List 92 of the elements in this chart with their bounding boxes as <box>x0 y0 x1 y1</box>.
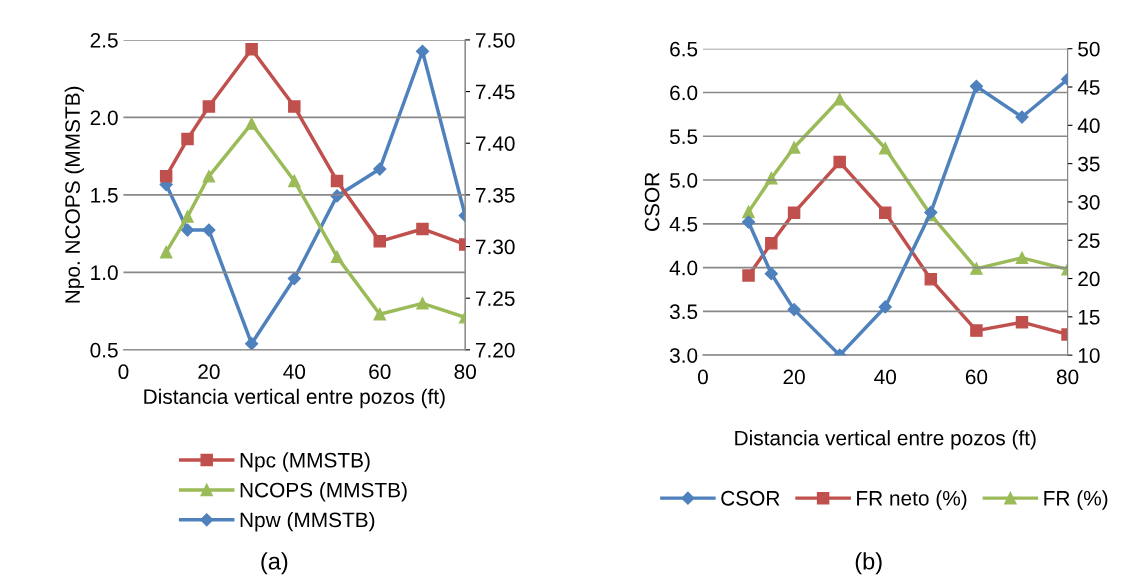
point <box>288 174 301 188</box>
point <box>202 100 216 113</box>
legend-label: CSOR <box>721 490 780 506</box>
y-axis-title: CSOR <box>644 172 660 231</box>
legend-label: Npc (MMSTB) <box>240 452 370 472</box>
point <box>245 337 259 350</box>
y2-tick-label: 15 <box>1078 310 1100 325</box>
y-tick-label: 6.5 <box>670 41 698 57</box>
x-tick-label: 80 <box>454 364 476 380</box>
point <box>787 141 801 154</box>
text: (a) <box>261 552 288 575</box>
x-tick-label: 40 <box>874 369 897 385</box>
y2-tick-label: 45 <box>1077 80 1100 95</box>
y-tick-label: 4.5 <box>669 217 698 232</box>
point <box>765 237 778 250</box>
text: (b) <box>855 552 882 575</box>
x-tick-label: 60 <box>369 364 391 380</box>
point <box>159 170 173 183</box>
point <box>415 44 430 58</box>
y-axis-title: Npo. NCOPS (MMSTB) <box>64 86 85 303</box>
y2-tick-label: 7.50 <box>475 32 515 48</box>
point <box>1015 110 1029 124</box>
point <box>416 297 429 310</box>
y-tick-label: 1.0 <box>91 265 118 281</box>
y2-tick-label: 7.45 <box>475 84 515 100</box>
y-tick-label: 5.0 <box>669 173 698 188</box>
y-tick-label: 2.5 <box>90 32 118 48</box>
x-axis-title: Distancia vertical entre pozos (ft) <box>144 388 445 409</box>
x-axis-title: Distancia vertical entre pozos (ft) <box>735 430 1036 450</box>
point <box>416 222 429 236</box>
point <box>833 155 846 169</box>
point <box>202 170 216 183</box>
point <box>180 223 195 237</box>
point <box>879 142 892 155</box>
point <box>245 42 258 56</box>
point <box>330 174 344 188</box>
point <box>287 271 301 286</box>
point <box>741 215 756 229</box>
y2-tick-label: 40 <box>1077 118 1100 134</box>
point <box>288 100 301 113</box>
point <box>373 307 387 321</box>
y-tick-label: 6.0 <box>670 85 698 101</box>
point <box>159 245 173 259</box>
y-tick-label: 0.5 <box>90 342 118 358</box>
y2-tick-label: 7.25 <box>475 291 515 306</box>
point <box>879 206 892 219</box>
y-tick-label: 5.5 <box>669 129 698 145</box>
point <box>245 117 258 130</box>
y2-tick-label: 7.20 <box>475 342 515 358</box>
point <box>1015 251 1029 265</box>
y-tick-label: 1.5 <box>91 188 118 203</box>
legend-label: FR neto (%) <box>857 490 967 510</box>
y2-tick-label: 50 <box>1078 41 1100 57</box>
point <box>181 210 194 223</box>
y2-tick-label: 25 <box>1078 233 1100 248</box>
y-tick-label: 3.0 <box>669 348 698 363</box>
point <box>373 162 387 176</box>
point <box>787 303 801 317</box>
y-tick-label: 4.0 <box>669 260 698 276</box>
x-tick-label: 0 <box>697 369 708 385</box>
point <box>181 132 194 146</box>
point <box>924 273 938 286</box>
point <box>787 206 801 219</box>
y2-tick-label: 10 <box>1078 348 1100 363</box>
x-tick-label: 60 <box>965 369 988 385</box>
point <box>373 235 387 248</box>
point <box>1015 315 1029 329</box>
y2-tick-label: 7.40 <box>475 136 515 151</box>
legend-label: FR (%) <box>1044 490 1108 510</box>
legend-label: NCOPS (MMSTB) <box>240 482 407 502</box>
x-tick-label: 20 <box>198 364 220 380</box>
point <box>833 93 846 106</box>
point <box>764 267 778 281</box>
x-tick-label: 20 <box>783 369 805 385</box>
y2-tick-label: 35 <box>1078 156 1100 172</box>
point <box>969 79 983 93</box>
point <box>742 269 755 282</box>
x-tick-label: 0 <box>118 364 129 380</box>
point <box>970 262 983 275</box>
x-tick-label: 40 <box>283 364 306 380</box>
x-tick-label: 80 <box>1056 369 1079 385</box>
point <box>970 324 983 337</box>
y2-tick-label: 7.35 <box>475 187 515 203</box>
point <box>202 223 216 237</box>
y2-tick-label: 7.30 <box>475 239 515 255</box>
point <box>878 300 892 314</box>
y2-tick-label: 30 <box>1078 194 1100 210</box>
legend-label: Npw (MMSTB) <box>240 511 375 532</box>
y2-tick-label: 20 <box>1078 271 1100 287</box>
y-tick-label: 3.5 <box>669 304 698 320</box>
y-tick-label: 2.0 <box>90 110 118 126</box>
point <box>330 250 344 264</box>
